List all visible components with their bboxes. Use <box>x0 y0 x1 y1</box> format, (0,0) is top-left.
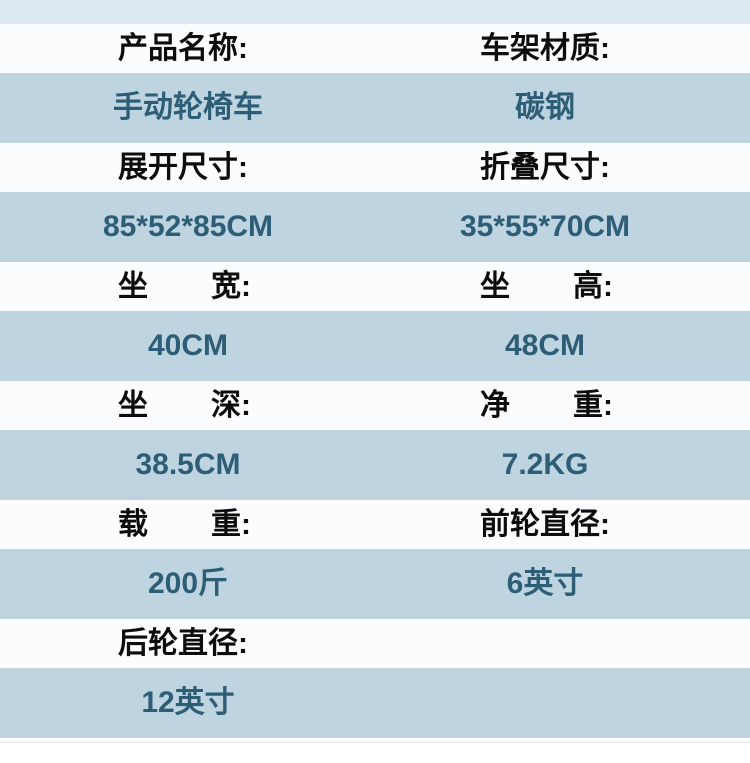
label-unfolded-size: 展开尺寸: <box>118 150 248 184</box>
label-cell-frame-material: 车架材质: <box>375 24 750 73</box>
spec-label-row: 坐 深: 净 重: <box>0 381 750 430</box>
value-rear-wheel-diameter: 12英寸 <box>141 686 235 719</box>
spec-row-group-1: 产品名称: 车架材质: 手动轮椅车 碳钢 <box>0 24 750 143</box>
value-load-capacity: 200斤 <box>147 567 229 600</box>
label-seat-depth: 坐 深: <box>118 388 251 422</box>
value-cell-seat-width: 40CM <box>0 311 375 381</box>
value-seat-depth: 38.5CM <box>135 448 241 481</box>
spec-value-row: 40CM 48CM <box>0 311 750 381</box>
label-cell-rear-wheel-diameter: 后轮直径: <box>0 619 375 668</box>
label-front-wheel-diameter: 前轮直径: <box>480 507 610 541</box>
label-cell-seat-height: 坐 高: <box>375 262 750 311</box>
top-accent-band <box>0 0 750 24</box>
label-seat-height-char2: 高: <box>573 269 613 303</box>
label-cell-unfolded-size: 展开尺寸: <box>0 143 375 192</box>
value-cell-seat-height: 48CM <box>375 311 750 381</box>
spec-value-row: 12英寸 <box>0 668 750 738</box>
value-frame-material: 碳钢 <box>515 91 575 124</box>
spec-value-row: 38.5CM 7.2KG <box>0 430 750 500</box>
value-net-weight: 7.2KG <box>501 448 589 481</box>
spec-value-row: 200斤 6英寸 <box>0 549 750 619</box>
label-cell-seat-depth: 坐 深: <box>0 381 375 430</box>
label-cell-product-name: 产品名称: <box>0 24 375 73</box>
label-load-capacity-char2: 重: <box>211 507 251 541</box>
label-load-capacity-char1: 载 <box>118 507 148 541</box>
label-cell-front-wheel-diameter: 前轮直径: <box>375 500 750 549</box>
value-cell-product-name: 手动轮椅车 <box>0 73 375 143</box>
label-cell-folded-size: 折叠尺寸: <box>375 143 750 192</box>
label-net-weight-char1: 净 <box>480 388 510 422</box>
label-cell-net-weight: 净 重: <box>375 381 750 430</box>
spec-label-row: 展开尺寸: 折叠尺寸: <box>0 143 750 192</box>
value-cell-load-capacity: 200斤 <box>0 549 375 619</box>
spec-row-group-5: 载 重: 前轮直径: 200斤 6英寸 <box>0 500 750 619</box>
spec-label-row: 产品名称: 车架材质: <box>0 24 750 73</box>
spec-row-group-2: 展开尺寸: 折叠尺寸: 85*52*85CM 35*55*70CM <box>0 143 750 262</box>
value-cell-folded-size: 35*55*70CM <box>375 192 750 262</box>
footer-spacer <box>0 738 750 763</box>
spec-row-group-3: 坐 宽: 坐 高: 40CM 48CM <box>0 262 750 381</box>
label-seat-width-char1: 坐 <box>118 269 148 303</box>
value-cell-net-weight: 7.2KG <box>375 430 750 500</box>
label-seat-height: 坐 高: <box>480 269 613 303</box>
value-product-name: 手动轮椅车 <box>113 91 263 124</box>
label-folded-size: 折叠尺寸: <box>480 150 610 184</box>
label-frame-material: 车架材质: <box>480 31 610 65</box>
value-seat-height: 48CM <box>504 329 586 362</box>
value-folded-size: 35*55*70CM <box>459 210 631 243</box>
label-seat-depth-char1: 坐 <box>118 388 148 422</box>
value-cell-rear-wheel-diameter: 12英寸 <box>0 668 375 738</box>
value-cell-empty <box>375 668 750 738</box>
label-cell-empty <box>375 619 750 668</box>
spec-label-row: 载 重: 前轮直径: <box>0 500 750 549</box>
bottom-divider-line <box>0 741 750 743</box>
label-net-weight: 净 重: <box>480 388 613 422</box>
label-seat-depth-char2: 深: <box>211 388 251 422</box>
label-seat-width-char2: 宽: <box>211 269 251 303</box>
value-cell-seat-depth: 38.5CM <box>0 430 375 500</box>
value-cell-front-wheel-diameter: 6英寸 <box>375 549 750 619</box>
label-seat-width: 坐 宽: <box>118 269 251 303</box>
spec-label-row: 后轮直径: <box>0 619 750 668</box>
value-front-wheel-diameter: 6英寸 <box>506 567 584 600</box>
value-cell-unfolded-size: 85*52*85CM <box>0 192 375 262</box>
label-cell-load-capacity: 载 重: <box>0 500 375 549</box>
spec-label-row: 坐 宽: 坐 高: <box>0 262 750 311</box>
label-seat-height-char1: 坐 <box>480 269 510 303</box>
value-cell-frame-material: 碳钢 <box>375 73 750 143</box>
label-product-name: 产品名称: <box>118 31 248 65</box>
spec-value-row: 手动轮椅车 碳钢 <box>0 73 750 143</box>
spec-row-group-6: 后轮直径: 12英寸 <box>0 619 750 738</box>
value-unfolded-size: 85*52*85CM <box>102 210 274 243</box>
label-load-capacity: 载 重: <box>118 507 251 541</box>
label-net-weight-char2: 重: <box>573 388 613 422</box>
spec-row-group-4: 坐 深: 净 重: 38.5CM 7.2KG <box>0 381 750 500</box>
spec-value-row: 85*52*85CM 35*55*70CM <box>0 192 750 262</box>
label-rear-wheel-diameter: 后轮直径: <box>118 626 248 660</box>
value-seat-width: 40CM <box>147 329 229 362</box>
label-cell-seat-width: 坐 宽: <box>0 262 375 311</box>
